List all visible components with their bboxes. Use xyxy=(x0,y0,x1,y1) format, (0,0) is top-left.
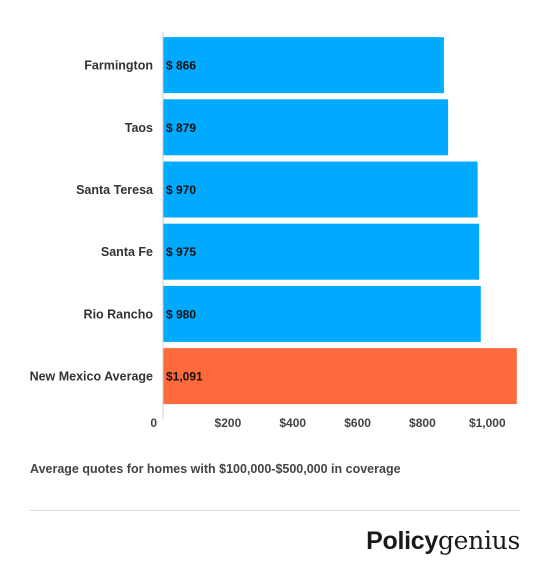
category-label: Santa Teresa xyxy=(76,183,154,197)
logo-text-light: genius xyxy=(437,526,520,555)
category-label: Rio Rancho xyxy=(84,307,154,321)
logo-text-bold: Policy xyxy=(366,527,438,555)
bar-3 xyxy=(163,223,480,280)
bar-value-label: $1,091 xyxy=(166,370,203,384)
bar-value-label: $ 975 xyxy=(166,245,196,259)
chart-caption: Average quotes for homes with $100,000-$… xyxy=(30,462,401,476)
policygenius-logo: Policygenius xyxy=(366,526,520,556)
bar-1 xyxy=(163,99,449,156)
footer-divider xyxy=(30,510,520,511)
bar-value-label: $ 866 xyxy=(166,59,196,73)
x-tick-label: $400 xyxy=(279,416,306,430)
x-tick-label: $800 xyxy=(409,416,436,430)
category-label: Taos xyxy=(125,121,153,135)
x-tick-label: $200 xyxy=(215,416,242,430)
bar-value-label: $ 980 xyxy=(166,307,196,321)
category-label: Farmington xyxy=(84,59,153,73)
x-tick-label: 0 xyxy=(150,416,157,430)
x-tick-label: $1,000 xyxy=(469,416,506,430)
category-label: New Mexico Average xyxy=(30,370,153,384)
bar-5 xyxy=(163,348,517,405)
bar-4 xyxy=(163,285,481,342)
bar-chart: Farmington $ 866 Taos $ 879 Santa Teresa $ 97… xyxy=(30,32,517,430)
x-tick-label: $600 xyxy=(344,416,371,430)
bar-value-label: $ 879 xyxy=(166,121,196,135)
bar-2 xyxy=(163,161,478,218)
bar-0 xyxy=(163,37,444,94)
category-label: Santa Fe xyxy=(101,245,153,259)
bar-value-label: $ 970 xyxy=(166,183,196,197)
